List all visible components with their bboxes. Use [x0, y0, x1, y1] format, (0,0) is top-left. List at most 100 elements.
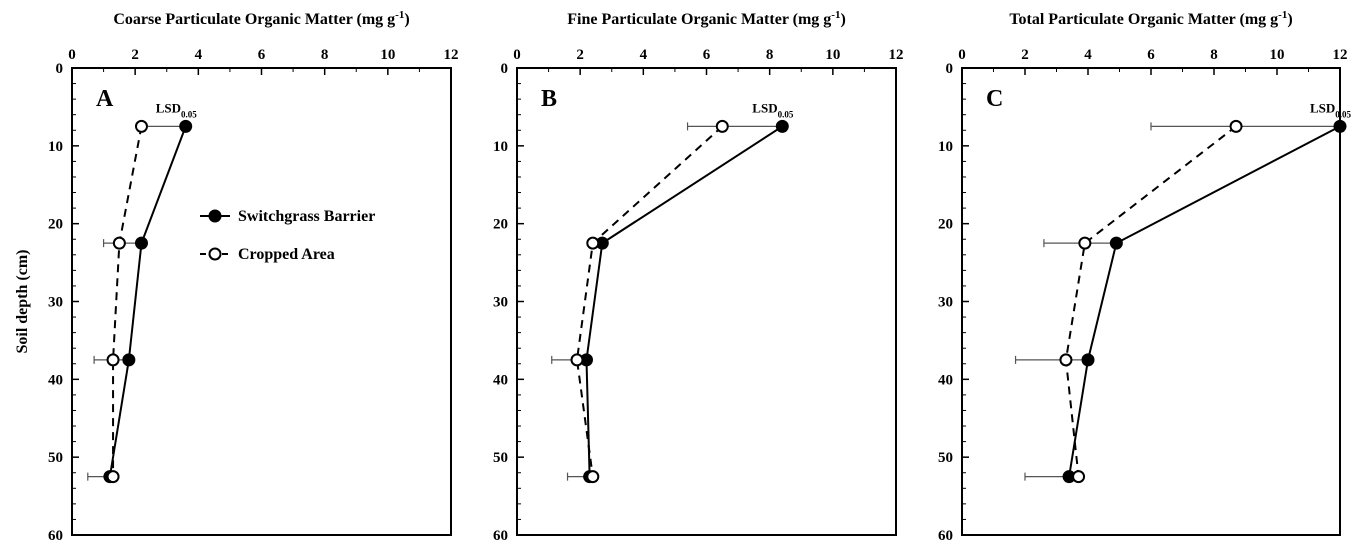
data-point-cropped-area — [1078, 236, 1092, 250]
x-axis-title-end: ) — [840, 11, 845, 28]
x-tick-label: 4 — [640, 47, 648, 63]
panel-letter: B — [541, 86, 557, 112]
x-axis-title: Total Particulate Organic Matter (mg g-1… — [1009, 9, 1292, 28]
legend-label: Switchgrass Barrier — [238, 208, 375, 225]
x-tick-label: 10 — [380, 47, 395, 63]
data-point-cropped-area — [1059, 353, 1073, 367]
data-point-cropped-area — [715, 119, 729, 133]
chart-panel-c: 0 2 4 6 8 10 12 0 10 20 30 40 50 60 Total Particulate … — [938, 9, 1352, 543]
x-tick-label: 8 — [766, 47, 774, 63]
series-line-switchgrass-barrier — [108, 126, 187, 477]
y-tick-label: 60 — [938, 528, 953, 543]
lsd-label: LSD0.05 — [156, 100, 198, 119]
y-tick-label: 50 — [493, 450, 508, 466]
x-axis-title-end: ) — [404, 11, 409, 28]
y-tick-label: 0 — [946, 61, 954, 77]
data-point-switchgrass-barrier — [775, 119, 789, 133]
x-tick-label: 2 — [131, 47, 139, 63]
x-tick-label: 4 — [195, 47, 203, 63]
data-point-switchgrass-barrier — [1081, 353, 1095, 367]
y-tick-label: 20 — [493, 217, 508, 233]
lsd-label-main: LSD — [156, 100, 181, 115]
y-tick-label: 40 — [938, 372, 953, 388]
y-tick-label: 10 — [493, 139, 508, 155]
series-line-switchgrass-barrier — [585, 125, 783, 477]
lsd-label-sub: 0.05 — [1335, 109, 1351, 119]
data-point-cropped-area — [134, 119, 148, 133]
y-tick-label: 30 — [493, 295, 508, 311]
data-point-switchgrass-barrier — [122, 353, 136, 367]
x-tick-label: 6 — [1147, 47, 1155, 63]
chart-panel-b: 0 2 4 6 8 10 12 0 10 20 30 40 50 60 Fine Particulate O… — [493, 9, 904, 543]
x-tick-label: 0 — [68, 47, 76, 63]
x-tick-label: 8 — [321, 47, 329, 63]
x-axis-title: Coarse Particulate Organic Matter (mg g-… — [113, 9, 409, 28]
data-point-switchgrass-barrier — [134, 236, 148, 250]
data-point-cropped-area — [586, 470, 600, 484]
legend-label: Cropped Area — [238, 246, 335, 263]
data-point-cropped-area — [106, 470, 120, 484]
y-axis-title: Soil depth (cm) — [14, 250, 31, 354]
legend-marker — [208, 209, 222, 223]
x-axis-title-sup: -1 — [1278, 9, 1287, 21]
y-tick-label: 0 — [501, 61, 509, 77]
lsd-label-main: LSD — [752, 100, 777, 115]
lsd-label-main: LSD — [1310, 100, 1335, 115]
x-tick-label: 4 — [1084, 47, 1092, 63]
x-tick-label: 12 — [1333, 47, 1348, 63]
x-tick-label: 2 — [1021, 47, 1029, 63]
x-axis-title-sup: -1 — [831, 9, 840, 21]
x-tick-label: 6 — [258, 47, 266, 63]
x-tick-label: 10 — [1270, 47, 1285, 63]
plot-frame — [516, 67, 897, 536]
x-tick-label: 12 — [444, 47, 459, 63]
x-axis-title: Fine Particulate Organic Matter (mg g-1) — [567, 9, 846, 28]
x-axis-title-end: ) — [1287, 11, 1292, 28]
data-point-cropped-area — [570, 353, 584, 367]
series-line-cropped-area — [575, 125, 723, 477]
y-tick-label: 30 — [48, 295, 63, 311]
lsd-label-sub: 0.05 — [778, 109, 794, 119]
data-point-cropped-area — [106, 353, 120, 367]
y-tick-label: 50 — [938, 450, 953, 466]
chart-panel-a: 0 2 4 6 8 10 12 0 10 20 30 40 50 60 Coarse Particulate… — [14, 9, 459, 543]
series-line-cropped-area — [112, 126, 143, 477]
x-tick-label: 6 — [703, 47, 711, 63]
x-tick-label: 8 — [1210, 47, 1218, 63]
x-axis-title-main: Total Particulate Organic Matter (mg g — [1009, 11, 1278, 28]
y-tick-label: 40 — [493, 372, 508, 388]
panel-letter: A — [96, 86, 114, 112]
data-point-cropped-area — [1072, 470, 1086, 484]
x-tick-label: 0 — [958, 47, 966, 63]
x-axis-title-main: Fine Particulate Organic Matter (mg g — [567, 11, 831, 28]
panel-letter: C — [986, 86, 1003, 112]
legend: Switchgrass Barrier Cropped Area — [200, 208, 375, 263]
data-point-cropped-area — [1229, 119, 1243, 133]
y-tick-label: 20 — [938, 217, 953, 233]
plot-frame — [71, 67, 452, 536]
series-line-switchgrass-barrier — [1068, 125, 1341, 477]
legend-marker — [208, 247, 222, 261]
y-tick-label: 30 — [938, 295, 953, 311]
data-point-switchgrass-barrier — [1109, 236, 1123, 250]
y-tick-label: 60 — [48, 528, 63, 543]
data-point-switchgrass-barrier — [179, 119, 193, 133]
lsd-label: LSD0.05 — [1310, 100, 1352, 119]
series-line-cropped-area — [1064, 125, 1237, 477]
x-tick-label: 0 — [513, 47, 521, 63]
x-tick-label: 10 — [825, 47, 840, 63]
lsd-label: LSD0.05 — [752, 100, 794, 119]
y-tick-label: 50 — [48, 450, 63, 466]
data-point-switchgrass-barrier — [1333, 119, 1347, 133]
data-point-cropped-area — [112, 236, 126, 250]
y-tick-label: 10 — [938, 139, 953, 155]
y-tick-label: 20 — [48, 217, 63, 233]
x-axis-title-sup: -1 — [395, 9, 404, 21]
x-axis-title-main: Coarse Particulate Organic Matter (mg g — [113, 11, 395, 28]
x-tick-label: 12 — [889, 47, 904, 63]
x-tick-label: 2 — [576, 47, 584, 63]
y-tick-label: 40 — [48, 372, 63, 388]
data-point-cropped-area — [586, 236, 600, 250]
lsd-label-sub: 0.05 — [181, 109, 197, 119]
